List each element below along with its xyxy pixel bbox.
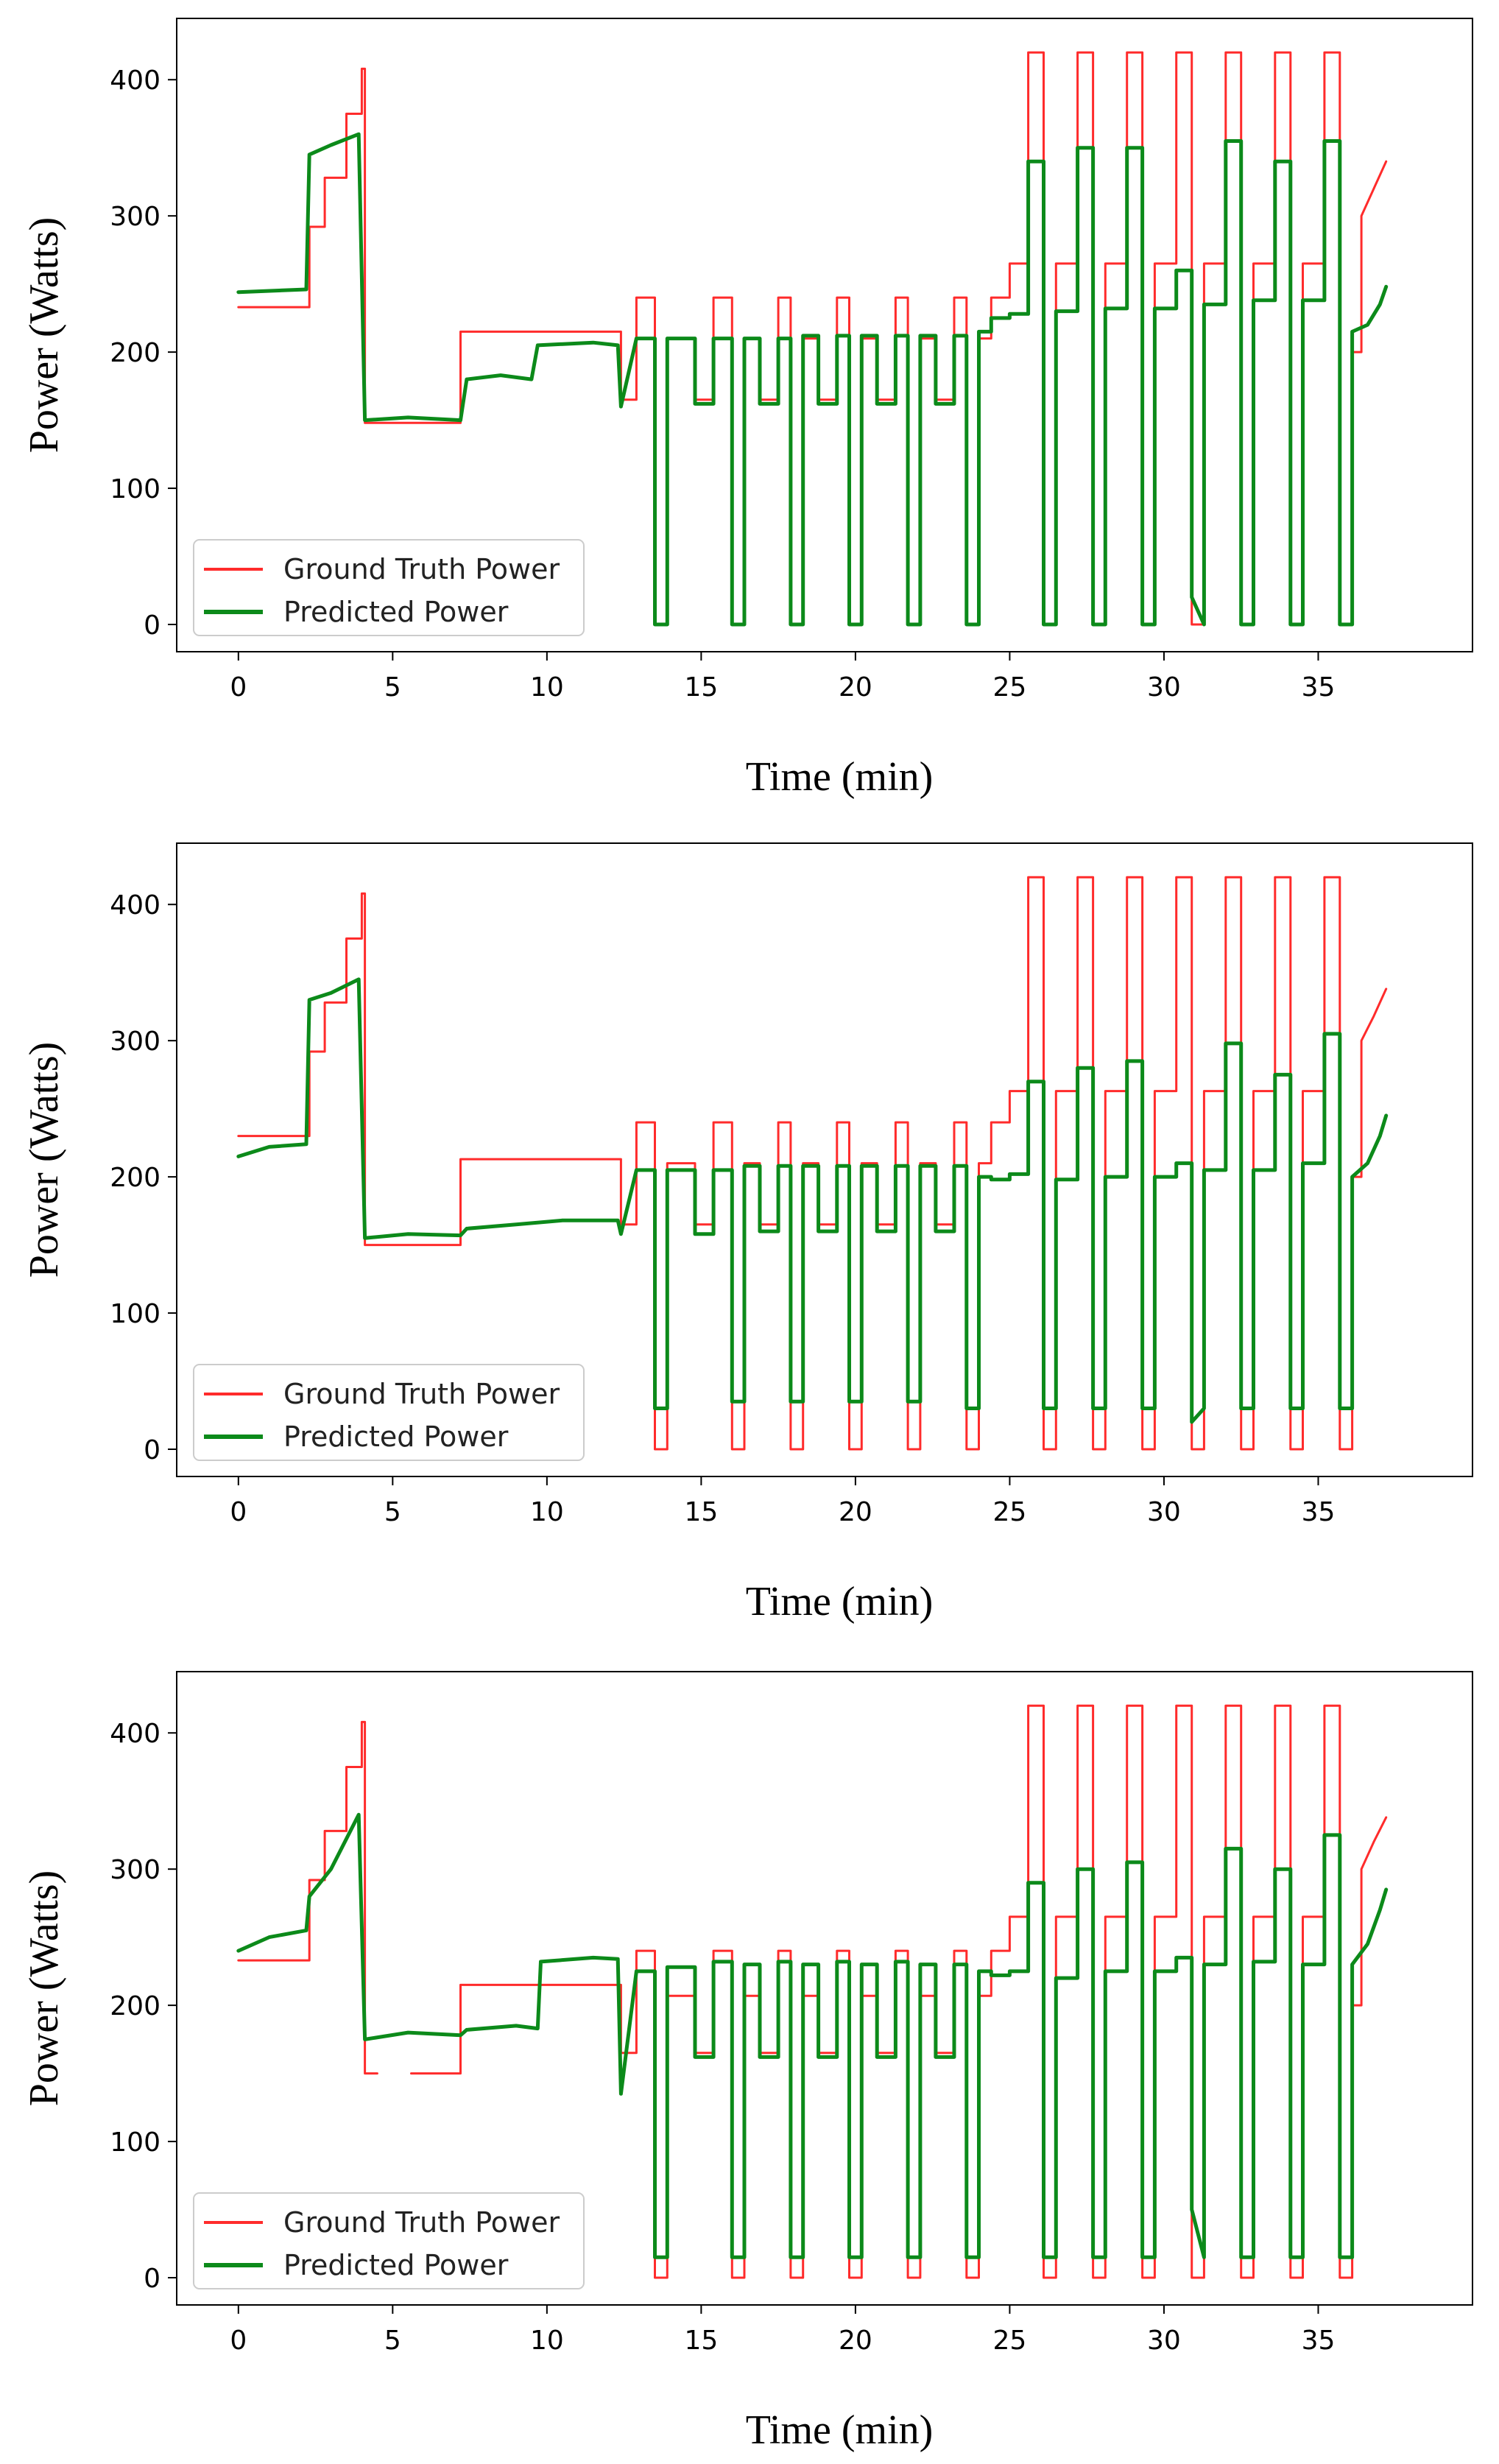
legend-label-predicted: Predicted Power — [283, 1421, 509, 1453]
x-tick-label: 15 — [684, 672, 718, 703]
y-tick-label: 0 — [144, 610, 161, 641]
legend-box — [193, 539, 585, 636]
legend-label-ground-truth: Ground Truth Power — [283, 553, 560, 585]
legend-label-ground-truth: Ground Truth Power — [283, 1378, 560, 1410]
legend-label-ground-truth: Ground Truth Power — [283, 2206, 560, 2239]
y-tick-label: 200 — [110, 338, 161, 368]
x-tick-label: 30 — [1147, 672, 1181, 703]
predicted-power-line — [236, 1812, 1389, 2259]
chart-panel-bottom: 0 5 10 15 20 25 30 35 0 100 200 300 400 Time (min) Pow… — [21, 1671, 1473, 2453]
x-tick-label: 0 — [230, 2326, 247, 2356]
y-tick-label: 300 — [110, 1855, 161, 1885]
x-tick-label: 30 — [1147, 2326, 1181, 2356]
x-tick-label: 10 — [530, 672, 564, 703]
chart-panel-middle: 0 5 10 15 20 25 30 35 0 100 200 300 400 Time (min) Pow… — [21, 842, 1473, 1625]
y-tick-label: 0 — [144, 2264, 161, 2294]
x-axis-title: Time (min) — [746, 1579, 934, 1625]
y-tick-label: 400 — [110, 66, 161, 96]
y-tick-label: 300 — [110, 1027, 161, 1057]
y-axis-title: Power (Watts) — [21, 1870, 67, 2107]
x-tick-label: 15 — [684, 1497, 718, 1527]
x-tick-label: 0 — [230, 672, 247, 703]
y-tick-label: 200 — [110, 1163, 161, 1193]
x-tick-label: 20 — [839, 1497, 872, 1527]
legend-box — [193, 2192, 585, 2289]
y-tick-label: 0 — [144, 1435, 161, 1465]
x-tick-label: 25 — [993, 2326, 1027, 2356]
x-tick-label: 25 — [993, 1497, 1027, 1527]
y-tick-label: 400 — [110, 1719, 161, 1749]
ground-truth-power-line — [237, 51, 1388, 626]
predicted-power-line — [236, 977, 1389, 1424]
y-tick-label: 200 — [110, 1991, 161, 2021]
ground-truth-power-line — [237, 1704, 1388, 2279]
axes-frame — [176, 1671, 1473, 2306]
y-tick-label: 300 — [110, 202, 161, 232]
legend-box — [193, 1364, 585, 1461]
x-tick-label: 35 — [1302, 672, 1336, 703]
legend-label-predicted: Predicted Power — [283, 2249, 509, 2281]
axes-frame — [176, 18, 1473, 652]
chart-panel-top: 0 5 10 15 20 25 30 35 0 100 200 300 400 Time (min) Pow… — [21, 18, 1473, 800]
x-tick-label: 10 — [530, 1497, 564, 1527]
y-tick-label: 100 — [110, 1299, 161, 1329]
predicted-power-line — [236, 132, 1389, 627]
x-tick-label: 20 — [839, 2326, 872, 2356]
x-tick-label: 25 — [993, 672, 1027, 703]
y-tick-label: 400 — [110, 890, 161, 921]
x-axis-title: Time (min) — [746, 2407, 934, 2453]
x-tick-label: 0 — [230, 1497, 247, 1527]
x-axis-title: Time (min) — [746, 754, 934, 800]
y-axis-title: Power (Watts) — [21, 1042, 67, 1278]
ground-truth-power-line — [237, 876, 1388, 1451]
x-tick-label: 30 — [1147, 1497, 1181, 1527]
x-tick-label: 35 — [1302, 1497, 1336, 1527]
x-tick-label: 5 — [384, 2326, 401, 2356]
axes-frame — [176, 842, 1473, 1477]
y-tick-label: 100 — [110, 474, 161, 504]
legend-label-predicted: Predicted Power — [283, 596, 509, 628]
x-tick-label: 10 — [530, 2326, 564, 2356]
x-tick-label: 20 — [839, 672, 872, 703]
x-tick-label: 5 — [384, 1497, 401, 1527]
x-tick-label: 5 — [384, 672, 401, 703]
y-axis-title: Power (Watts) — [21, 217, 67, 454]
y-tick-label: 100 — [110, 2127, 161, 2158]
x-tick-label: 35 — [1302, 2326, 1336, 2356]
x-tick-label: 15 — [684, 2326, 718, 2356]
